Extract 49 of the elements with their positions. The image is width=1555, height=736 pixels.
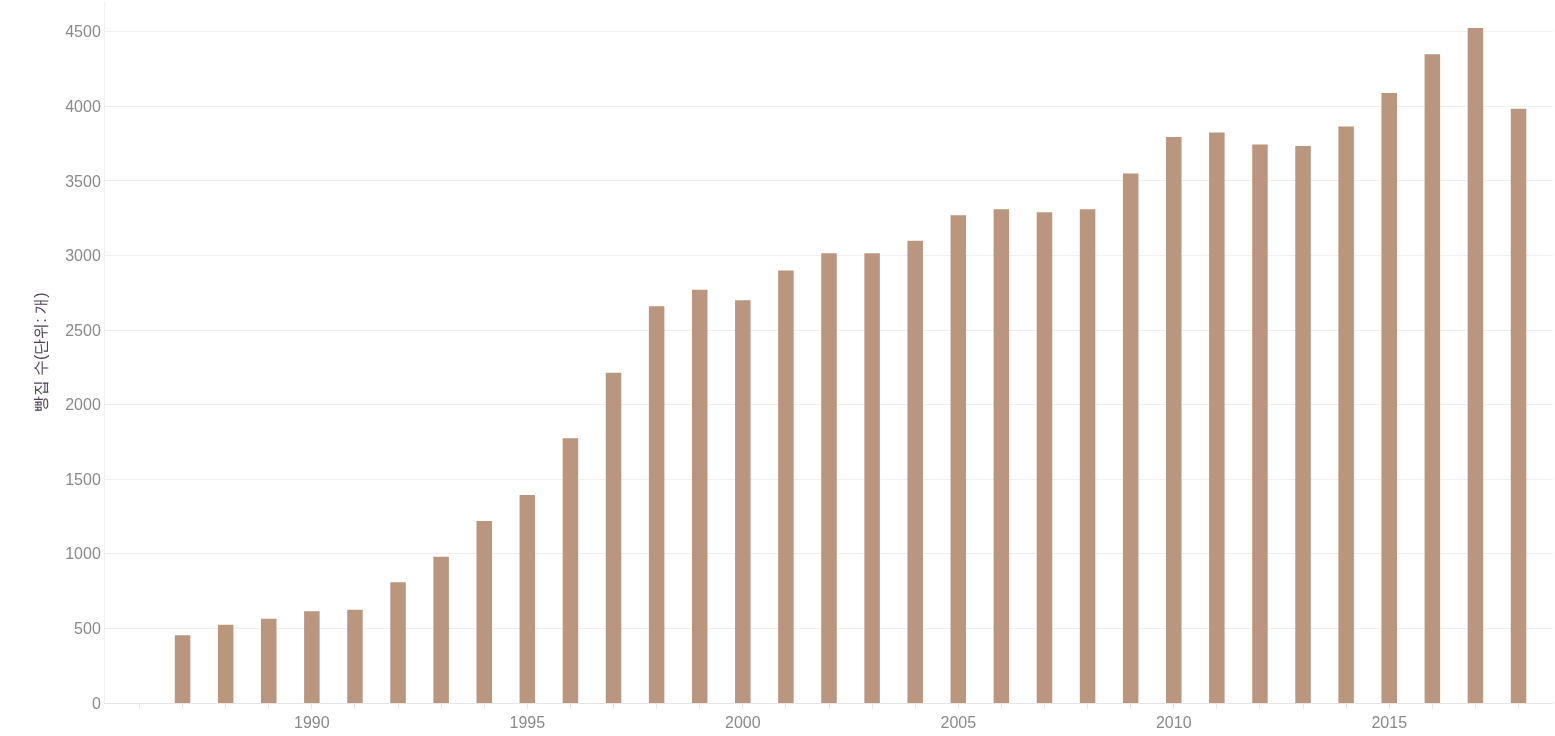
bar: [1338, 126, 1354, 703]
bar: [261, 618, 277, 703]
y-tick-label: 2500: [65, 321, 101, 339]
x-tick-label: 2010: [1155, 714, 1192, 732]
y-tick-label: 4000: [65, 98, 101, 115]
bar: [1510, 108, 1527, 703]
bar: [1122, 173, 1139, 703]
y-tick-label: 4500: [65, 23, 101, 41]
bar: [950, 215, 967, 703]
bar: [1424, 54, 1441, 703]
bar: [174, 635, 191, 703]
x-tick-label: 1990: [294, 714, 330, 732]
bar: [1381, 92, 1397, 703]
bar: [304, 611, 320, 703]
bar: [1467, 28, 1484, 703]
y-tick-label: 3500: [65, 172, 101, 190]
bar: [1209, 132, 1225, 703]
bar: [605, 372, 622, 703]
bar: [390, 582, 406, 703]
y-tick-label: 1000: [65, 545, 101, 563]
y-tick-label: 0: [91, 694, 101, 712]
bar: [1079, 209, 1096, 703]
x-tick-label: 2005: [940, 714, 977, 732]
y-axis-title: 빵집 수(단위: 개): [32, 292, 50, 413]
bar: [1166, 136, 1182, 703]
bar: [648, 306, 665, 703]
bar: [217, 624, 234, 703]
y-tick-label: 500: [74, 620, 101, 638]
bar: [476, 521, 492, 703]
x-tick-label: 2000: [725, 714, 761, 732]
bar: [993, 209, 1010, 703]
bar: [1036, 212, 1053, 703]
x-tick-label: 1995: [509, 714, 546, 732]
bar: [433, 556, 449, 703]
bar: [519, 494, 536, 703]
y-tick-label: 2000: [65, 396, 101, 414]
bar: [1295, 145, 1311, 703]
bar: [778, 270, 794, 703]
bar: [821, 253, 837, 703]
bar: [907, 240, 923, 703]
bar: [691, 289, 708, 703]
y-tick-label: 1500: [65, 470, 101, 488]
bar: [347, 609, 363, 703]
x-tick-label: 2015: [1371, 714, 1408, 732]
bar: [864, 253, 880, 703]
bar: [735, 300, 751, 703]
bar: [1252, 144, 1268, 703]
y-tick-label: 3000: [65, 247, 101, 265]
bar: [562, 438, 579, 703]
